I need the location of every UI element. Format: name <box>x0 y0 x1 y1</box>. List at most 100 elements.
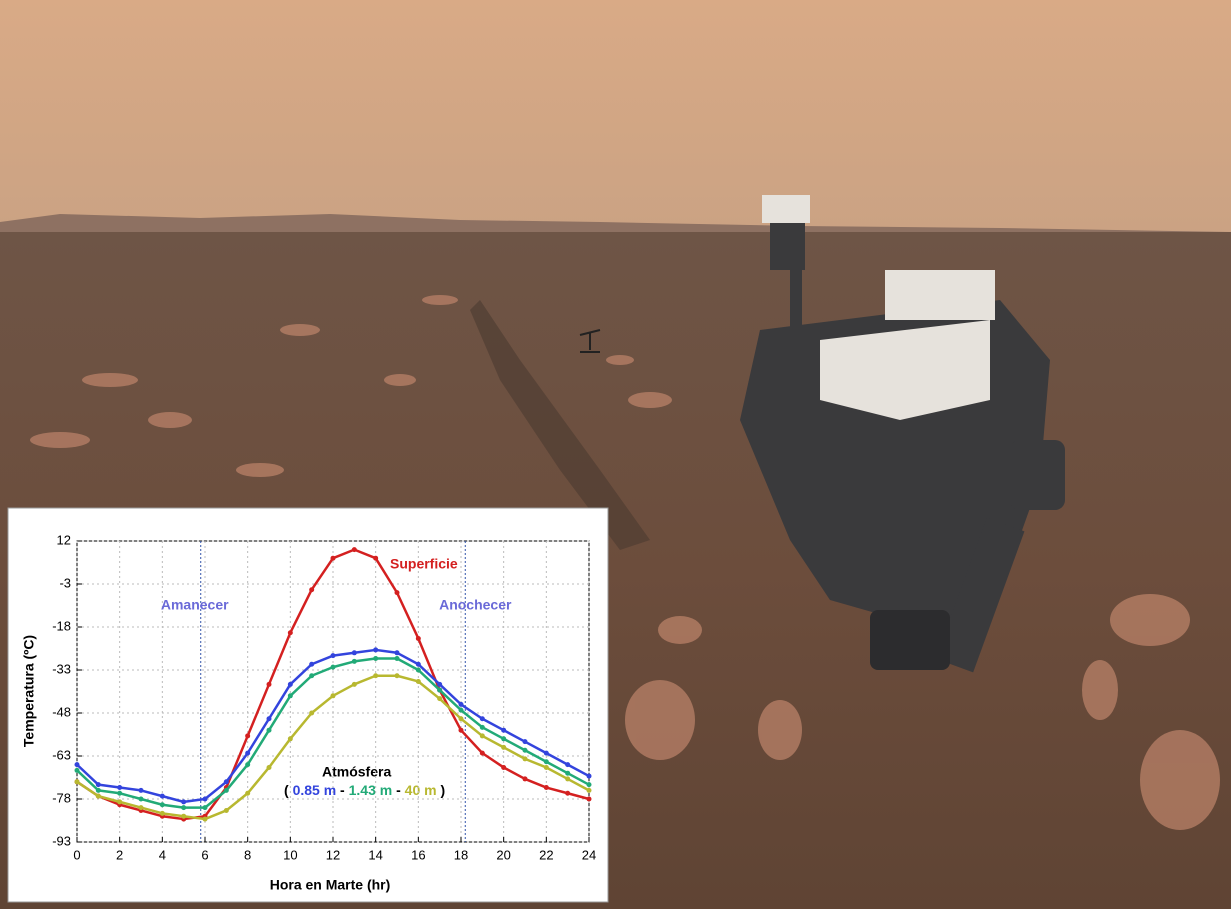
data-point <box>117 799 122 804</box>
data-point <box>501 736 506 741</box>
data-point <box>267 765 272 770</box>
data-point <box>245 733 250 738</box>
x-tick-label: 14 <box>368 847 382 862</box>
data-point <box>160 794 165 799</box>
scene: Hora en Marte (hr) Temperatura (ºC) Atmó… <box>0 0 1231 909</box>
page: Hora en Marte (hr) Temperatura (ºC) Atmó… <box>0 0 1231 909</box>
x-tick-label: 0 <box>73 847 80 862</box>
data-point <box>352 682 357 687</box>
data-point <box>139 797 144 802</box>
series-label: Superficie <box>390 556 458 572</box>
data-point <box>501 728 506 733</box>
data-point <box>331 665 336 670</box>
data-point <box>160 811 165 816</box>
data-point <box>523 748 528 753</box>
data-point <box>501 765 506 770</box>
data-point <box>373 556 378 561</box>
data-point <box>245 791 250 796</box>
data-point <box>459 728 464 733</box>
data-point <box>565 791 570 796</box>
legend-title: Atmósfera <box>322 764 391 780</box>
data-point <box>117 791 122 796</box>
data-point <box>96 788 101 793</box>
data-point <box>480 725 485 730</box>
y-axis-label: Temperatura (ºC) <box>21 635 37 747</box>
data-point <box>224 779 229 784</box>
data-point <box>309 587 314 592</box>
y-tick-label: -63 <box>52 747 71 762</box>
data-point <box>416 668 421 673</box>
data-point <box>288 693 293 698</box>
data-point <box>523 739 528 744</box>
data-point <box>565 776 570 781</box>
data-point <box>331 693 336 698</box>
legend-text: 0.85 m <box>293 782 337 798</box>
legend-text: ( <box>284 782 289 798</box>
reference-label: Amanecer <box>161 597 229 613</box>
y-tick-label: -93 <box>52 833 71 848</box>
data-point <box>245 751 250 756</box>
data-point <box>96 782 101 787</box>
legend: ( 0.85 m - 1.43 m - 40 m ) <box>284 782 445 798</box>
data-point <box>309 673 314 678</box>
x-axis-label: Hora en Marte (hr) <box>270 877 391 893</box>
data-point <box>437 696 442 701</box>
data-point <box>288 630 293 635</box>
legend-text: 40 m <box>405 782 437 798</box>
y-tick-label: -18 <box>52 618 71 633</box>
data-point <box>96 794 101 799</box>
data-point <box>373 673 378 678</box>
y-tick-label: -33 <box>52 661 71 676</box>
data-point <box>139 788 144 793</box>
data-point <box>523 776 528 781</box>
y-tick-label: -78 <box>52 790 71 805</box>
data-point <box>224 788 229 793</box>
x-tick-label: 22 <box>539 847 553 862</box>
data-point <box>587 782 592 787</box>
data-point <box>395 650 400 655</box>
data-point <box>480 751 485 756</box>
data-point <box>395 673 400 678</box>
y-tick-label: -3 <box>59 575 71 590</box>
data-point <box>587 788 592 793</box>
data-point <box>416 636 421 641</box>
data-point <box>544 751 549 756</box>
data-point <box>352 659 357 664</box>
data-point <box>309 662 314 667</box>
data-point <box>117 785 122 790</box>
x-tick-label: 2 <box>116 847 123 862</box>
data-point <box>75 779 80 784</box>
data-point <box>331 653 336 658</box>
x-tick-label: 8 <box>244 847 251 862</box>
x-tick-label: 6 <box>201 847 208 862</box>
data-point <box>203 817 208 822</box>
data-point <box>587 797 592 802</box>
data-point <box>544 759 549 764</box>
data-point <box>288 682 293 687</box>
data-point <box>459 708 464 713</box>
data-point <box>267 716 272 721</box>
data-point <box>75 762 80 767</box>
data-point <box>331 556 336 561</box>
data-point <box>416 679 421 684</box>
chart-panel <box>8 508 608 902</box>
data-point <box>373 647 378 652</box>
data-point <box>395 656 400 661</box>
data-point <box>373 656 378 661</box>
data-point <box>267 682 272 687</box>
data-point <box>203 805 208 810</box>
y-tick-label: -48 <box>52 704 71 719</box>
data-point <box>437 682 442 687</box>
x-tick-label: 20 <box>496 847 510 862</box>
x-tick-label: 4 <box>159 847 166 862</box>
legend-text: - <box>396 782 401 798</box>
data-point <box>75 768 80 773</box>
data-point <box>565 771 570 776</box>
data-point <box>480 733 485 738</box>
data-point <box>459 716 464 721</box>
x-tick-label: 16 <box>411 847 425 862</box>
data-point <box>309 711 314 716</box>
data-point <box>224 808 229 813</box>
y-tick-label: 12 <box>57 532 71 547</box>
data-point <box>245 762 250 767</box>
